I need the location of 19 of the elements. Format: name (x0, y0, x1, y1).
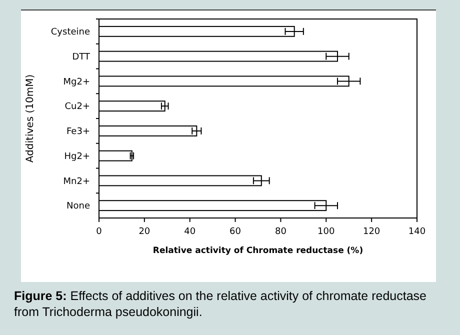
caption: Figure 5: Effects of additives on the relative activity of chromate reductase from Trichoderma pseudokoningii. (14, 289, 427, 319)
x-tick-label: 80 (274, 227, 287, 237)
y-tick-label: Mn2+ (63, 176, 90, 187)
y-tick-label: Cysteine (50, 28, 90, 38)
y-tick-label: Cu2+ (64, 102, 90, 112)
x-tick-label: 120 (362, 227, 380, 237)
y-tick-label: Hg2+ (64, 152, 90, 162)
x-tick-label: 100 (318, 227, 335, 237)
x-tick-label: 20 (138, 227, 150, 237)
x-tick-label: 140 (408, 227, 426, 237)
y-tick-label: None (66, 202, 90, 212)
x-tick-label: 40 (184, 227, 196, 237)
y-tick-label: Fe3+ (66, 127, 90, 138)
x-axis-title: Relative activity of Chromate reductase (%) (152, 246, 364, 256)
y-axis-title: Additives (10mM) (25, 74, 36, 163)
y-tick-label: Mg2+ (63, 77, 90, 88)
x-tick-label: 60 (230, 227, 242, 237)
y-tick-label: DTT (72, 52, 90, 62)
x-tick-label: 0 (96, 227, 102, 237)
